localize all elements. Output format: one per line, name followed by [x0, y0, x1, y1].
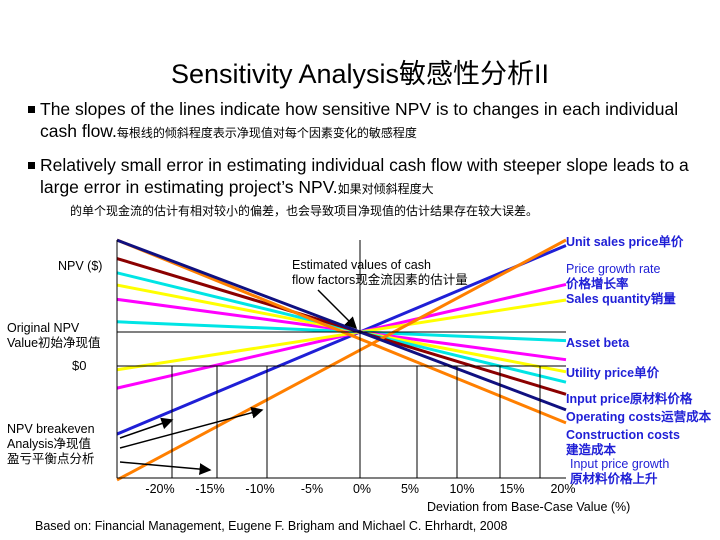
legend-utility-price: Utility price单价 — [566, 366, 660, 380]
x-tick-label: -20% — [145, 482, 174, 496]
breakeven-arrow — [119, 461, 212, 476]
legend-price-growth-rate: Price growth rate 价格增长率 — [566, 262, 661, 291]
legend-input-price-growth: Input price growth 原材料价格上升 — [570, 457, 670, 486]
series-lines — [116, 238, 567, 482]
bullet-1-text: The slopes of the lines indicate how sen… — [40, 99, 679, 141]
bullet-2: Relatively small error in estimating ind… — [28, 154, 705, 200]
sensitivity-line — [116, 238, 567, 482]
x-tick-label: 0% — [353, 482, 371, 496]
bullet-1-cn: 每根线的倾斜程度表示净现值对每个因素变化的敏感程度 — [116, 126, 417, 140]
legend-operating-costs: Operating costs运营成本 — [566, 410, 712, 424]
page-title: Sensitivity Analysis敏感性分析II — [170, 59, 550, 89]
bullet-1: The slopes of the lines indicate how sen… — [28, 98, 705, 144]
original-npv-label: Original NPV Value初始净现值 — [7, 321, 101, 350]
x-tick-label: 5% — [401, 482, 419, 496]
breakeven-label: NPV breakeven Analysis净现值 盈亏平衡点分析 — [7, 422, 95, 466]
bullet-2-text: Relatively small error in estimating ind… — [40, 155, 689, 197]
zero-label: $0 — [72, 358, 87, 373]
legend-sales-quantity: Sales quantity销量 — [566, 292, 676, 306]
estimated-values-arrow — [317, 289, 358, 330]
y-axis-label: NPV ($) — [58, 259, 103, 273]
x-axis-title: Deviation from Base-Case Value (%) — [427, 500, 631, 514]
breakeven-arrow — [119, 417, 174, 439]
bullet-2-cn: 如果对倾斜程度大 — [337, 182, 434, 196]
sensitivity-line — [116, 238, 567, 425]
source-credit: Based on: Financial Management, Eugene F… — [35, 519, 508, 533]
estimated-values-label: Estimated values of cash flow factors现金流… — [292, 258, 468, 287]
legend-construction-costs: Construction costs 建造成本 — [566, 428, 680, 457]
bullet-2-cn-continued: 的单个现金流的估计有相对较小的偏差，也会导致项目净现值的估计结果存在较大误差。 — [70, 204, 539, 218]
x-tick-label: 10% — [449, 482, 474, 496]
legend-asset-beta: Asset beta — [566, 336, 630, 350]
sensitivity-line — [116, 238, 567, 412]
x-tick-label: -10% — [245, 482, 274, 496]
bullet-square-icon — [28, 162, 35, 169]
bullet-square-icon — [28, 106, 35, 113]
x-tick-label: -15% — [195, 482, 224, 496]
sensitivity-line — [116, 244, 567, 436]
sensitivity-line — [116, 298, 567, 372]
x-tick-label: -5% — [301, 482, 323, 496]
x-tick-label: 15% — [499, 482, 524, 496]
x-tick-label: 20% — [550, 482, 575, 496]
legend-input-price: Input price原材料价格 — [566, 392, 693, 406]
breakeven-arrow — [119, 406, 264, 449]
x-tick-labels: -20% -15% -10% -5% 0% 5% 10% 15% 20% — [145, 482, 575, 496]
legend-unit-sales-price: Unit sales price单价 — [566, 235, 684, 249]
